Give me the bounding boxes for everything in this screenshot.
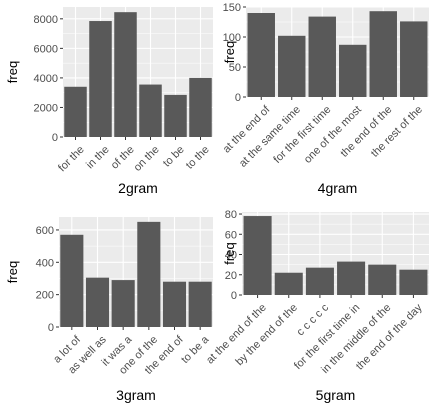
panel-3-x-axis-title: 3gram xyxy=(116,387,156,403)
panel-1-x-axis-title: 2gram xyxy=(118,180,158,196)
panel-1-y-axis-title: freq xyxy=(5,61,20,83)
panel-4-bar xyxy=(399,270,427,295)
panel-3-y-tick-label: 0 xyxy=(48,322,54,334)
panel-3-y-tick-label: 200 xyxy=(36,290,54,302)
panel-2-bar xyxy=(339,45,366,97)
panel-4-bar xyxy=(306,268,334,295)
panel-2-bar xyxy=(278,36,305,97)
panel-1-y-tick-label: 6000 xyxy=(34,43,58,55)
panel-1-bar xyxy=(164,95,187,137)
panel-2-y-axis-title: freq xyxy=(222,41,237,63)
panel-4-y-tick-label: 80 xyxy=(225,209,237,221)
panel-4-x-axis-title: 5gram xyxy=(316,387,356,403)
panel-2-bar xyxy=(248,13,275,97)
panel-3-bar xyxy=(163,282,186,327)
panel-2-bar xyxy=(400,21,427,97)
panel-1-x-tick-label: on the xyxy=(132,144,162,174)
panel-2-y-tick-label: 150 xyxy=(223,2,241,14)
panel-3-bar xyxy=(189,282,212,327)
panel-1-y-tick-label: 4000 xyxy=(34,73,58,85)
panel-4-bar xyxy=(275,273,303,295)
panel-1-bar xyxy=(139,85,162,137)
panel-1-y-tick-label: 8000 xyxy=(34,14,58,26)
panel-3-bar xyxy=(137,222,160,327)
panel-4-y-tick-label: 20 xyxy=(225,270,237,282)
panel-2-bar xyxy=(370,11,397,97)
panel-3-bar xyxy=(112,280,135,327)
panel-1-bar xyxy=(64,87,87,137)
panel-2-x-axis-title: 4gram xyxy=(318,180,358,196)
panel-1-bar xyxy=(89,21,112,137)
panel-4-y-axis-title: freq xyxy=(222,242,237,264)
panel-1-bar xyxy=(189,78,212,137)
panel-4-bar xyxy=(244,216,272,295)
panel-4-bar xyxy=(368,265,396,295)
panel-3-y-tick-label: 400 xyxy=(36,257,54,269)
panel-4-bar xyxy=(337,262,365,295)
panel-1-x-tick-label: to be xyxy=(161,144,187,170)
panel-1-bar xyxy=(114,12,137,137)
panel-1-x-tick-label: to the xyxy=(184,144,212,172)
panel-1-y-tick-label: 2000 xyxy=(34,102,58,114)
panel-3-bar xyxy=(86,278,109,327)
panel-1-y-tick-label: 0 xyxy=(52,132,58,144)
panel-3-bar xyxy=(60,235,83,327)
panel-3-y-tick-label: 600 xyxy=(36,225,54,237)
panel-3-y-axis-title: freq xyxy=(5,261,20,283)
panel-2-y-tick-label: 0 xyxy=(235,92,241,104)
panel-4-y-tick-label: 0 xyxy=(231,290,237,302)
panel-2-bar xyxy=(309,17,336,97)
panel-1-x-tick-label: in the xyxy=(84,144,112,172)
panel-1-x-tick-label: for the xyxy=(56,144,87,175)
panel-4-y-tick-label: 60 xyxy=(225,229,237,241)
